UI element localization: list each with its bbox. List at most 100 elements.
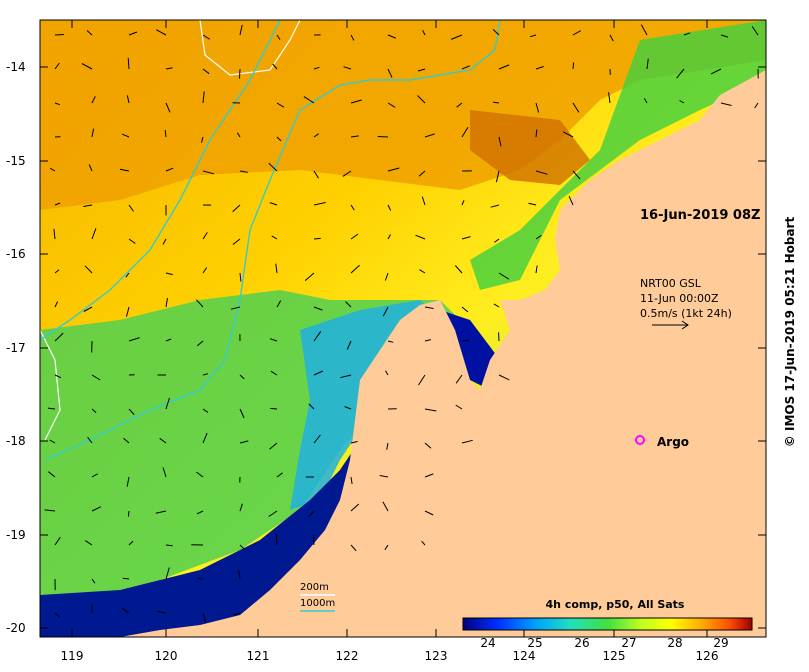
current-vector (384, 272, 389, 281)
current-vector (202, 91, 205, 104)
current-vector (127, 57, 130, 70)
current-vector (53, 228, 56, 240)
current-vector (238, 570, 241, 580)
current-vector (236, 132, 241, 138)
current-vector (269, 202, 278, 206)
current-vector (498, 374, 510, 381)
colorbar-tick: 26 (574, 636, 590, 650)
current-vector (239, 440, 249, 444)
current-vector (340, 374, 352, 379)
current-vector (456, 102, 463, 108)
current-vector (313, 202, 326, 206)
current-vector (49, 439, 56, 444)
current-vector (643, 98, 648, 104)
current-vector (49, 167, 56, 172)
current-vector (418, 170, 426, 177)
argo-marker[interactable] (635, 435, 645, 445)
current-vector (91, 473, 98, 478)
current-vector (202, 432, 208, 444)
current-vector (535, 129, 538, 138)
current-vector (342, 170, 352, 177)
current-vector (455, 404, 463, 410)
current-vector (157, 610, 167, 614)
current-vector (233, 612, 241, 616)
current-vector (493, 303, 500, 308)
current-vector (195, 299, 204, 308)
current-vector (387, 167, 400, 172)
current-vector (492, 101, 500, 104)
current-vector (454, 265, 463, 274)
current-vector (128, 31, 138, 36)
current-vector (313, 370, 324, 376)
current-vector (54, 612, 60, 618)
colorbar-tick: 27 (621, 636, 637, 650)
current-vector (88, 164, 93, 172)
depth-contour-1000m (44, 20, 501, 461)
current-vector (461, 65, 470, 70)
lon-tick-label: 124 (512, 649, 536, 663)
current-vector (304, 272, 315, 281)
current-vector (313, 306, 323, 311)
current-vector (123, 437, 130, 444)
current-vector (202, 68, 210, 75)
current-vector (461, 236, 471, 240)
lon-tick-label: 122 (335, 649, 359, 663)
current-vector (196, 510, 204, 515)
current-vector (127, 510, 130, 517)
current-vector (350, 99, 362, 104)
current-vector (679, 100, 685, 104)
current-vector (498, 272, 510, 280)
current-vector (494, 238, 500, 243)
current-vector (91, 228, 97, 240)
current-vector (197, 578, 204, 580)
current-vector (165, 67, 173, 70)
current-vector (126, 306, 130, 317)
current-vector (609, 34, 614, 42)
current-vector (54, 536, 61, 546)
current-vector (165, 297, 168, 308)
current-vector (562, 131, 574, 138)
vector-legend-date: 11-Jun 00:00Z (640, 292, 719, 305)
current-vector (386, 442, 389, 450)
current-vector (159, 437, 167, 444)
current-vector (86, 30, 93, 36)
current-vector (424, 442, 432, 449)
current-vector (165, 544, 173, 547)
current-vector (313, 331, 322, 342)
current-vector (165, 338, 172, 342)
current-vector (312, 534, 315, 546)
current-vector (346, 340, 352, 350)
current-vector (44, 509, 56, 512)
current-vector (676, 68, 685, 79)
colorbar (462, 617, 753, 631)
depth-1000m-label: 1000m (300, 598, 336, 609)
current-vector (202, 373, 209, 376)
current-vector (720, 102, 732, 106)
credit-label: © IMOS 17-Jun-2019 05:21 Hobart (783, 216, 797, 448)
lat-tick-label: -16 (6, 247, 26, 261)
current-vector (387, 68, 393, 78)
current-vector (91, 128, 95, 138)
current-vector (495, 170, 500, 183)
current-vector (382, 501, 389, 512)
lat-tick-label: -18 (6, 434, 26, 448)
current-vector (424, 133, 435, 138)
coastal-green (470, 20, 766, 290)
current-vector (450, 34, 463, 40)
current-vector (239, 503, 243, 512)
current-vector (535, 66, 544, 70)
current-vector (461, 439, 473, 444)
colorbar-tick: 25 (527, 636, 543, 650)
current-vector (640, 24, 648, 36)
current-vector (415, 234, 426, 240)
current-vector (313, 170, 319, 179)
current-vector (83, 306, 93, 312)
current-vector (535, 234, 542, 240)
current-vector (155, 29, 167, 36)
current-vector (421, 540, 426, 546)
lat-tick-label: -20 (6, 621, 26, 635)
current-vector (498, 64, 510, 70)
current-vector (164, 129, 167, 138)
current-vector (424, 510, 434, 516)
